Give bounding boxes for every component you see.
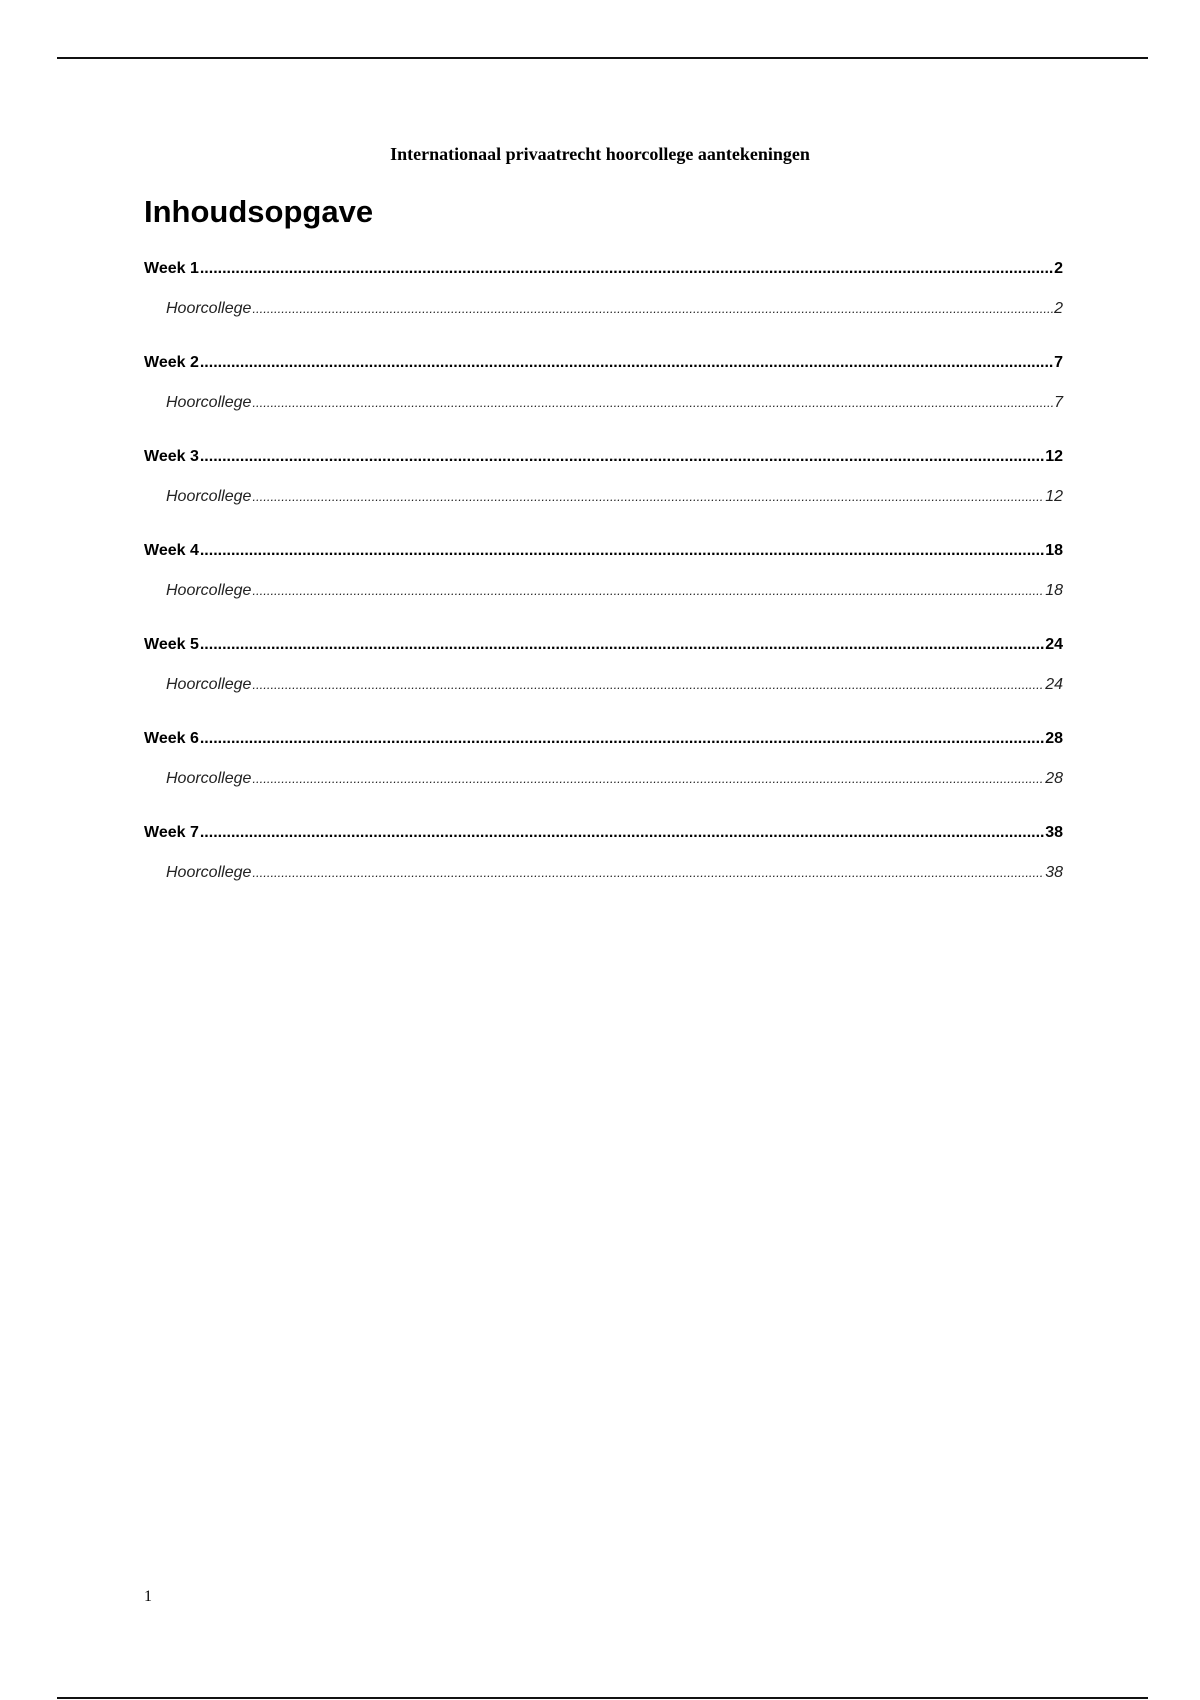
toc-entry-label: Week 7 (144, 824, 199, 841)
dot-leader (252, 395, 1053, 410)
toc-entry-page: 12 (1045, 448, 1063, 465)
dot-leader (200, 824, 1044, 842)
toc-entry-week[interactable]: Week 2 7 (144, 354, 1063, 382)
toc-entry-week[interactable]: Week 3 12 (144, 448, 1063, 476)
toc-entry-page: 2 (1054, 300, 1063, 317)
toc-entry-page: 38 (1045, 824, 1063, 841)
toc-entry-label: Week 6 (144, 730, 199, 747)
toc-entry-page: 24 (1045, 636, 1063, 653)
toc-heading: Inhoudsopgave (144, 194, 374, 229)
dot-leader (200, 636, 1044, 654)
dot-leader (252, 301, 1053, 316)
page-number: 1 (144, 1588, 152, 1605)
toc-entry-week[interactable]: Week 7 38 (144, 824, 1063, 852)
toc-entry-label: Hoorcollege (166, 488, 252, 505)
dot-leader (200, 354, 1053, 372)
toc-entry-label: Week 3 (144, 448, 199, 465)
toc-entry-hoorcollege[interactable]: Hoorcollege 18 (144, 582, 1063, 610)
toc-entry-label: Hoorcollege (166, 582, 252, 599)
document-title: Internationaal privaatrecht hoorcollege … (390, 144, 810, 164)
toc-entry-week[interactable]: Week 4 18 (144, 542, 1063, 570)
toc-entry-hoorcollege[interactable]: Hoorcollege 2 (144, 300, 1063, 328)
dot-leader (252, 771, 1044, 786)
toc-entry-hoorcollege[interactable]: Hoorcollege 24 (144, 676, 1063, 704)
toc-entry-label: Week 4 (144, 542, 199, 559)
toc-entry-page: 18 (1045, 542, 1063, 559)
toc-entry-label: Week 1 (144, 260, 199, 277)
toc-entry-page: 24 (1045, 676, 1063, 693)
dot-leader (200, 542, 1044, 560)
toc-entry-page: 18 (1045, 582, 1063, 599)
toc-entry-page: 7 (1054, 354, 1063, 371)
dot-leader (200, 448, 1044, 466)
toc-entry-page: 7 (1054, 394, 1063, 411)
toc-entry-label: Week 5 (144, 636, 199, 653)
dot-leader (252, 677, 1044, 692)
toc-entry-week[interactable]: Week 5 24 (144, 636, 1063, 664)
toc-entry-week[interactable]: Week 1 2 (144, 260, 1063, 288)
toc-entry-label: Hoorcollege (166, 864, 252, 881)
toc-entry-label: Hoorcollege (166, 676, 252, 693)
toc-entry-hoorcollege[interactable]: Hoorcollege 12 (144, 488, 1063, 516)
toc-entry-hoorcollege[interactable]: Hoorcollege 38 (144, 864, 1063, 892)
toc-entry-page: 28 (1045, 770, 1063, 787)
header-rule (57, 57, 1148, 59)
toc-entry-page: 28 (1045, 730, 1063, 747)
toc-entry-label: Hoorcollege (166, 394, 252, 411)
toc-entry-hoorcollege[interactable]: Hoorcollege 7 (144, 394, 1063, 422)
toc-entry-label: Hoorcollege (166, 300, 252, 317)
dot-leader (252, 865, 1044, 880)
toc-entry-page: 12 (1045, 488, 1063, 505)
toc-entry-week[interactable]: Week 6 28 (144, 730, 1063, 758)
footer-rule (57, 1697, 1148, 1699)
dot-leader (200, 730, 1044, 748)
toc-entry-hoorcollege[interactable]: Hoorcollege 28 (144, 770, 1063, 798)
dot-leader (252, 489, 1044, 504)
toc-entry-label: Hoorcollege (166, 770, 252, 787)
table-of-contents: Week 12Hoorcollege2Week 27Hoorcollege7We… (144, 260, 1063, 918)
toc-entry-page: 2 (1054, 260, 1063, 277)
dot-leader (252, 583, 1044, 598)
toc-entry-page: 38 (1045, 864, 1063, 881)
toc-entry-label: Week 2 (144, 354, 199, 371)
dot-leader (200, 260, 1053, 278)
